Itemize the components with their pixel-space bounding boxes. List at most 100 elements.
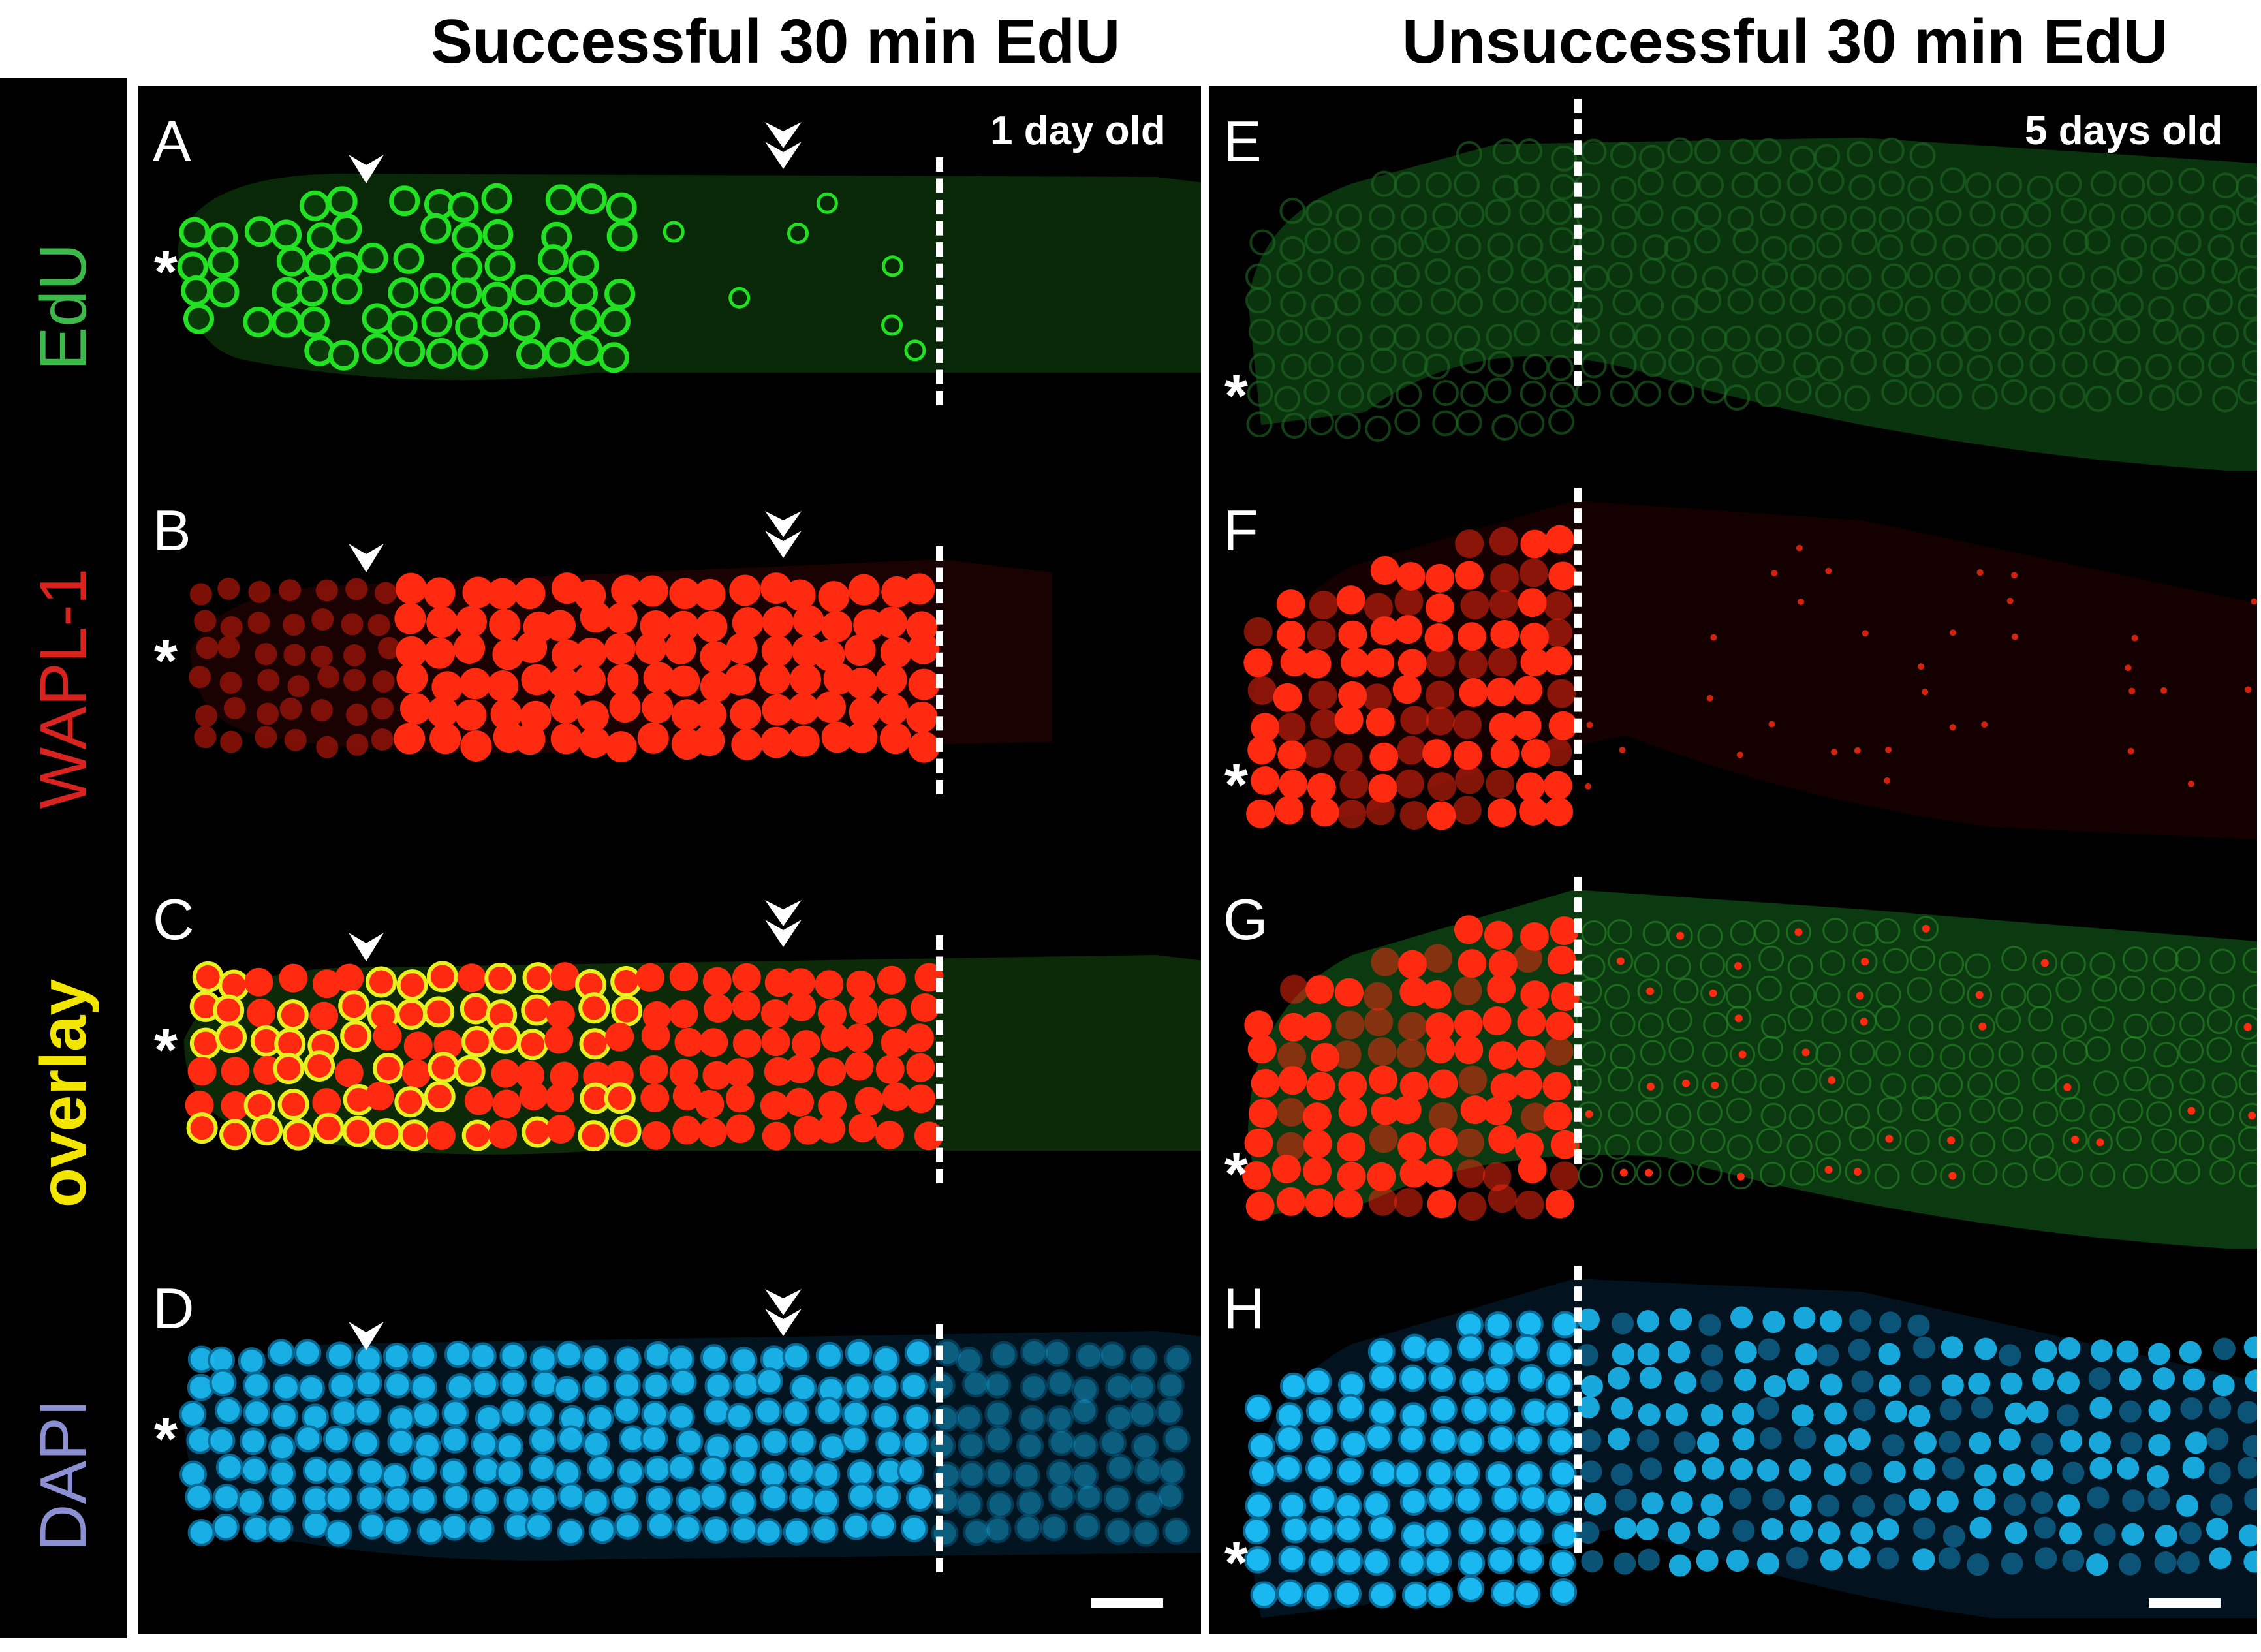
nucleus	[345, 704, 368, 726]
nucleus	[1514, 320, 1540, 347]
nucleus	[215, 1021, 247, 1053]
nucleus	[1337, 800, 1367, 829]
nucleus	[1918, 663, 1925, 670]
nucleus	[395, 572, 427, 604]
nucleus	[2086, 1553, 2109, 1576]
nucleus	[611, 574, 643, 606]
nucleus	[490, 1022, 522, 1054]
nucleus	[871, 1403, 899, 1431]
nucleus	[1674, 1459, 1696, 1482]
nucleus	[640, 1083, 670, 1113]
nucleus	[441, 1513, 469, 1541]
nucleus	[875, 1055, 905, 1084]
nucleus	[1816, 232, 1843, 258]
nucleus	[1608, 1101, 1634, 1127]
nucleus	[955, 1404, 983, 1432]
nucleus	[1396, 381, 1422, 408]
nucleus	[410, 1373, 438, 1401]
nucleus	[1279, 974, 1309, 1004]
nucleus	[672, 1115, 702, 1145]
nucleus	[1874, 1163, 1900, 1189]
nucleus	[1547, 1427, 1575, 1456]
nucleus	[461, 1119, 493, 1151]
nucleus	[377, 636, 400, 659]
nucleus	[340, 1020, 372, 1052]
nucleus	[1363, 1548, 1391, 1576]
nucleus	[1641, 1492, 1664, 1515]
nucleus	[2063, 229, 2089, 256]
nucleus	[1668, 1036, 1694, 1063]
nucleus	[1156, 1482, 1184, 1510]
nucleus	[1424, 1337, 1452, 1365]
nucleus	[1636, 1160, 1662, 1186]
nucleus	[854, 1087, 884, 1116]
nucleus	[1935, 1101, 1961, 1127]
nucleus	[1550, 1130, 1580, 1159]
nucleus	[215, 1454, 243, 1482]
nucleus	[847, 1482, 875, 1510]
nucleus	[326, 1341, 354, 1369]
nucleus	[762, 606, 794, 638]
nucleus	[1817, 1494, 1840, 1517]
nucleus	[1368, 1514, 1396, 1542]
nucleus	[2208, 1461, 2231, 1484]
nucleus	[444, 1340, 472, 1368]
nucleus	[2175, 380, 2202, 407]
nucleus	[985, 1459, 1013, 1488]
nucleus	[219, 1119, 251, 1151]
nucleus	[426, 337, 457, 369]
nucleus	[2028, 326, 2055, 352]
nucleus	[2093, 1523, 2116, 1546]
nucleus	[1426, 593, 1455, 623]
nucleus	[2091, 290, 2118, 317]
nucleus	[1483, 1365, 1511, 1394]
nucleus	[1610, 142, 1636, 168]
nucleus	[813, 1461, 841, 1489]
nucleus	[2031, 1433, 2053, 1456]
nucleus	[1666, 1403, 1689, 1426]
nucleus	[820, 1023, 850, 1052]
nucleus	[1341, 647, 1370, 677]
nucleus	[334, 1058, 364, 1087]
left-panel-column: A * 1 day old B * C * D	[134, 82, 1205, 1638]
nucleus	[2093, 1070, 2119, 1097]
nucleus	[2175, 230, 2202, 257]
nucleus	[1334, 1580, 1362, 1608]
nucleus	[853, 609, 885, 641]
nucleus	[586, 1454, 614, 1482]
nucleus	[789, 1374, 817, 1402]
nucleus	[1728, 1164, 1754, 1190]
scale-bar	[1091, 1598, 1163, 1608]
nucleus	[1457, 1428, 1485, 1456]
nucleus	[1456, 140, 1482, 167]
nucleus	[1637, 978, 1663, 1005]
nucleus	[1732, 352, 1758, 379]
nucleus	[1369, 204, 1396, 230]
nucleus	[1761, 1518, 1784, 1540]
nucleus	[2241, 349, 2257, 376]
nucleus	[1370, 555, 1399, 585]
nucleus	[1486, 678, 1516, 707]
nucleus	[2087, 1129, 2113, 1155]
nucleus	[1879, 1311, 1902, 1334]
nucleus	[1922, 689, 1929, 696]
nucleus	[2120, 1036, 2146, 1062]
nucleus	[1942, 1457, 1965, 1480]
nucleus	[492, 1089, 522, 1119]
nucleus	[1999, 1344, 2021, 1367]
nucleus	[396, 636, 428, 668]
nucleus	[1247, 1035, 1277, 1064]
nucleus	[1609, 322, 1636, 349]
nucleus	[2060, 1429, 2083, 1452]
nucleus	[298, 1375, 326, 1403]
nucleus	[373, 1021, 402, 1051]
nucleus	[586, 1404, 614, 1432]
nucleus	[1820, 1310, 1843, 1333]
nucleus	[1517, 1546, 1545, 1574]
nucleus	[1845, 1159, 1871, 1185]
nucleus	[1978, 1022, 1987, 1031]
nucleus	[2145, 354, 2172, 381]
nucleus	[694, 699, 726, 731]
nucleus	[1334, 1189, 1364, 1218]
nucleus	[1490, 563, 1520, 593]
